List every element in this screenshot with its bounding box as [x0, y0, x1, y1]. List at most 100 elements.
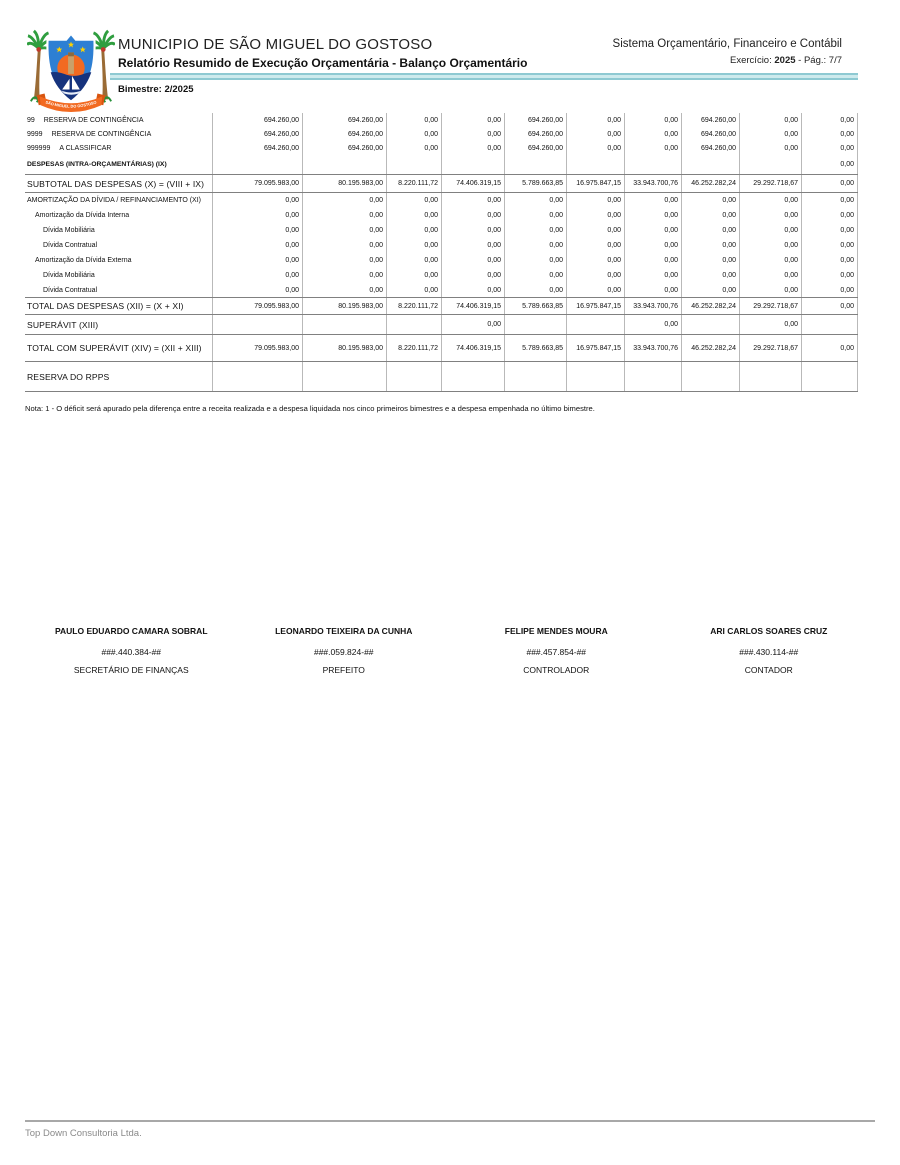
cell-value: 0,00 [387, 127, 442, 141]
signer-name: LEONARDO TEIXEIRA DA CUNHA [275, 626, 413, 636]
row-label: TOTAL DAS DESPESAS (XII) = (X + XI) [25, 298, 213, 314]
cell-value: 0,00 [442, 113, 505, 127]
cell-value: 694.260,00 [303, 127, 387, 141]
cell-value: 0,00 [442, 268, 505, 283]
signature: FELIPE MENDES MOURA ###.457.854-## CONTROL… [450, 626, 663, 675]
report-title: Relatório Resumido de Execução Orçamentá… [118, 56, 528, 70]
cell-value: 0,00 [442, 127, 505, 141]
footnote: Nota: 1 - O déficit será apurado pela di… [25, 404, 595, 413]
row-label-text: Dívida Mobiliária [43, 227, 95, 234]
cell-value [682, 315, 740, 334]
cell-value: 694.260,00 [682, 113, 740, 127]
palm-tree-icon [88, 29, 115, 100]
cell-value: 0,00 [387, 253, 442, 268]
table-row: SUBTOTAL DAS DESPESAS (X) = (VIII + IX) 7… [25, 175, 858, 193]
cell-value [682, 362, 740, 391]
cell-value: 0,00 [802, 223, 858, 238]
cell-value: 694.260,00 [505, 113, 567, 127]
row-label-text: Amortização da Dívida Interna [35, 212, 130, 219]
cell-value: 0,00 [802, 335, 858, 361]
cell-value: 0,00 [802, 253, 858, 268]
cell-value [740, 362, 802, 391]
cell-value: 0,00 [625, 315, 682, 334]
cell-value: 0,00 [567, 283, 625, 297]
cell-value: 0,00 [442, 253, 505, 268]
cell-value [387, 362, 442, 391]
cell-value [682, 155, 740, 174]
cell-value: 0,00 [625, 208, 682, 223]
table-row: 99 RESERVA DE CONTINGÊNCIA 694.260,00 694.2… [25, 113, 858, 127]
cell-value: 0,00 [442, 283, 505, 297]
cell-value: 0,00 [442, 141, 505, 155]
table-row: Dívida Mobiliária 0,00 0,00 0,00 0,00 0,00 0,0… [25, 268, 858, 283]
row-label-text: SUBTOTAL DAS DESPESAS (X) = (VIII + IX) [27, 178, 205, 189]
cell-value: 0,00 [505, 193, 567, 208]
cell-value: 0,00 [625, 223, 682, 238]
row-label: Dívida Contratual [25, 283, 213, 297]
cell-value [567, 315, 625, 334]
cell-value: 694.260,00 [505, 141, 567, 155]
row-label: 9999 RESERVA DE CONTINGÊNCIA [25, 127, 213, 141]
row-label-text: Amortização da Dívida Externa [35, 257, 132, 264]
cell-value: 46.252.282,24 [682, 298, 740, 314]
cell-value: 0,00 [625, 141, 682, 155]
cell-value: 16.975.847,15 [567, 298, 625, 314]
row-label-text: Dívida Mobiliária [43, 272, 95, 279]
cell-value: 0,00 [387, 113, 442, 127]
cell-value: 0,00 [682, 208, 740, 223]
table-row: RESERVA DO RPPS [25, 362, 858, 392]
table-row: Dívida Contratual 0,00 0,00 0,00 0,00 0,00 0,0… [25, 283, 858, 298]
row-label-text: DESPESAS (INTRA-ORÇAMENTÁRIAS) (IX) [27, 161, 167, 168]
cell-value [213, 315, 303, 334]
exercise-page-line: Exercício: 2025 - Pág.: 7/7 [730, 55, 842, 66]
cell-value: 0,00 [505, 223, 567, 238]
footer-divider [25, 1120, 875, 1122]
cell-value: 0,00 [442, 208, 505, 223]
row-label: DESPESAS (INTRA-ORÇAMENTÁRIAS) (IX) [25, 155, 213, 174]
cell-value: 0,00 [567, 238, 625, 253]
cell-value: 0,00 [505, 238, 567, 253]
row-label: 99 RESERVA DE CONTINGÊNCIA [25, 113, 213, 127]
cell-value: 0,00 [802, 283, 858, 297]
ribbon-text: SÃO MIGUEL DO GOSTOSO [45, 99, 97, 108]
cell-value: 694.260,00 [303, 113, 387, 127]
row-label-text: SUPERÁVIT (XIII) [27, 319, 99, 330]
cell-value: 16.975.847,15 [567, 335, 625, 361]
cell-value: 0,00 [625, 193, 682, 208]
cell-value: 0,00 [442, 315, 505, 334]
cell-value: 8.220.111,72 [387, 298, 442, 314]
cell-value: 0,00 [567, 253, 625, 268]
cell-value: 0,00 [802, 193, 858, 208]
table-row: Dívida Contratual 0,00 0,00 0,00 0,00 0,00 0,0… [25, 238, 858, 253]
cell-value [505, 155, 567, 174]
cell-value: 74.406.319,15 [442, 298, 505, 314]
svg-text:SÃO MIGUEL DO GOSTOSO: SÃO MIGUEL DO GOSTOSO [45, 99, 97, 108]
cell-value [567, 155, 625, 174]
signer-cpf: ###.059.824-## [313, 647, 374, 657]
municipality-name: MUNICIPIO DE SÃO MIGUEL DO GOSTOSO [118, 36, 433, 53]
cell-value: 79.095.983,00 [213, 298, 303, 314]
cell-value: 0,00 [740, 127, 802, 141]
cell-value: 74.406.319,15 [442, 335, 505, 361]
cell-value: 0,00 [740, 238, 802, 253]
cell-value [213, 362, 303, 391]
signer-role: PREFEITO [322, 665, 365, 675]
cell-value: 0,00 [387, 223, 442, 238]
cell-value: 0,00 [442, 238, 505, 253]
row-label: Amortização da Dívida Externa [25, 253, 213, 268]
signer-name: FELIPE MENDES MOURA [504, 626, 608, 636]
header-separator-bar [110, 73, 858, 80]
cell-value: 74.406.319,15 [442, 175, 505, 192]
row-label: Dívida Mobiliária [25, 268, 213, 283]
cell-value: 0,00 [740, 315, 802, 334]
cell-value: 0,00 [802, 298, 858, 314]
row-label: Amortização da Dívida Interna [25, 208, 213, 223]
row-label-text: A CLASSIFICAR [59, 144, 112, 152]
cell-value [303, 315, 387, 334]
star-icon [56, 41, 86, 53]
signature: PAULO EDUARDO CAMARA SOBRAL ###.440.384-#… [25, 626, 238, 675]
cell-value: 80.195.983,00 [303, 335, 387, 361]
cell-value [625, 155, 682, 174]
table-row: 999999 A CLASSIFICAR 694.260,00 694.260,00 0… [25, 141, 858, 155]
signature-block: PAULO EDUARDO CAMARA SOBRAL ###.440.384-#… [25, 626, 875, 675]
